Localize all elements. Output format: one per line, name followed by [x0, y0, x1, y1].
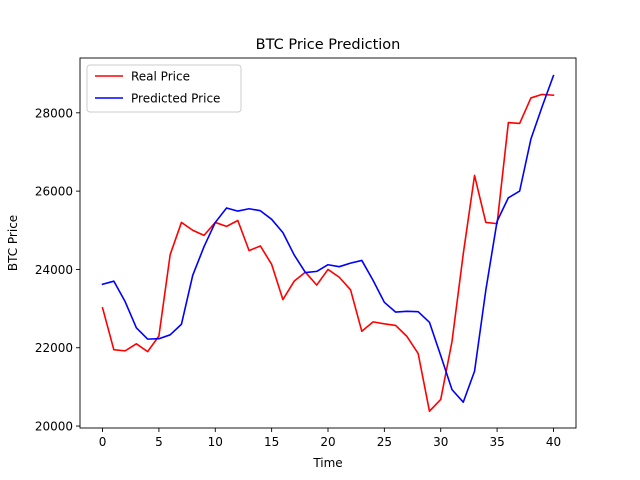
legend-label-real-price: Real Price — [131, 70, 190, 84]
legend: Real Price Predicted Price — [86, 64, 242, 113]
x-axis-label: Time — [312, 456, 342, 470]
y-axis-label: BTC Price — [6, 215, 20, 271]
x-tick-label: 20 — [320, 435, 335, 449]
x-tick-label: 30 — [433, 435, 448, 449]
axis-ticks: 0 5 10 15 20 25 30 35 40 20000 22000 24000 26000 2800… — [35, 106, 561, 449]
x-tick-label: 15 — [264, 435, 279, 449]
x-tick-label: 0 — [99, 435, 107, 449]
y-tick-label: 26000 — [35, 185, 73, 199]
x-tick-label: 40 — [546, 435, 561, 449]
plot-area — [101, 74, 555, 412]
y-tick-label: 28000 — [35, 106, 73, 120]
series-line-real-price — [101, 93, 555, 412]
legend-label-predicted-price: Predicted Price — [131, 92, 220, 106]
x-tick-label: 10 — [208, 435, 223, 449]
x-tick-label: 25 — [377, 435, 392, 449]
legend-box — [86, 64, 242, 113]
x-tick-label: 5 — [155, 435, 163, 449]
chart-title: BTC Price Prediction — [256, 37, 401, 53]
y-tick-label: 20000 — [35, 420, 73, 434]
y-tick-label: 24000 — [35, 263, 73, 277]
x-tick-label: 35 — [489, 435, 504, 449]
y-tick-label: 22000 — [35, 341, 73, 355]
series-line-predicted-price — [101, 74, 555, 403]
